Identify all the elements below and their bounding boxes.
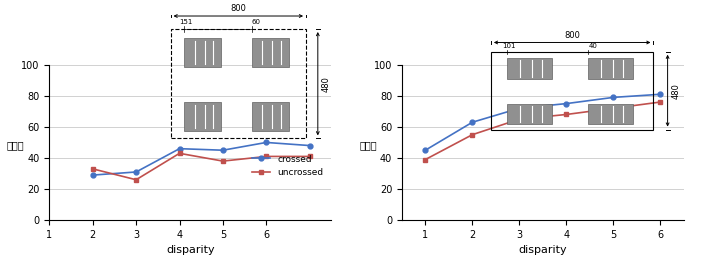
Text: 800: 800 <box>564 31 580 40</box>
Bar <box>184 102 221 131</box>
uncrossed <box>89 167 97 170</box>
Bar <box>252 102 289 131</box>
Bar <box>491 52 654 130</box>
uncrossed <box>132 178 140 181</box>
Text: 151: 151 <box>179 19 192 25</box>
X-axis label: disparity: disparity <box>519 246 567 255</box>
Y-axis label: 정답률: 정답률 <box>7 140 25 150</box>
Text: 60: 60 <box>252 19 261 25</box>
Text: 480: 480 <box>321 76 330 92</box>
crossed <box>305 144 314 147</box>
Legend: crossed, uncrossed: crossed, uncrossed <box>248 151 327 181</box>
Text: 480: 480 <box>672 83 680 99</box>
uncrossed <box>176 152 184 155</box>
Bar <box>252 38 289 67</box>
crossed <box>89 174 97 177</box>
crossed <box>262 141 271 144</box>
uncrossed <box>305 155 314 158</box>
Bar <box>589 104 633 124</box>
Bar <box>589 58 633 79</box>
Bar <box>171 29 306 138</box>
Text: 40: 40 <box>589 43 597 49</box>
X-axis label: disparity: disparity <box>166 246 214 255</box>
Bar <box>507 104 552 124</box>
Y-axis label: 정답률: 정답률 <box>360 140 376 150</box>
crossed <box>219 149 227 152</box>
uncrossed <box>219 160 227 163</box>
Line: crossed: crossed <box>90 140 312 177</box>
crossed <box>132 170 140 174</box>
Bar <box>184 38 221 67</box>
crossed <box>176 147 184 150</box>
Text: 101: 101 <box>503 43 516 49</box>
uncrossed <box>262 155 271 158</box>
Line: uncrossed: uncrossed <box>90 151 312 182</box>
Bar <box>507 58 552 79</box>
Text: 800: 800 <box>231 4 246 13</box>
